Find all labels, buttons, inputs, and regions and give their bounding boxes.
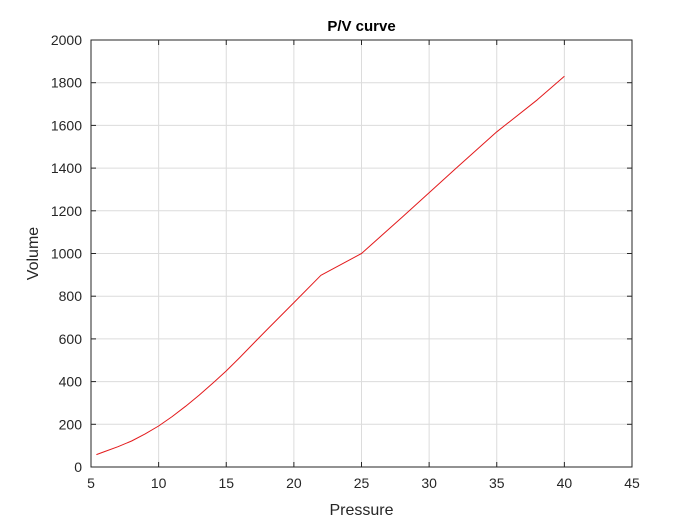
x-tick-label: 30: [421, 475, 437, 491]
x-tick-label: 5: [87, 475, 95, 491]
x-tick-label: 10: [151, 475, 167, 491]
series-group: [96, 75, 565, 456]
y-tick-label: 1000: [51, 246, 82, 262]
y-tick-labels: 0 200 400 600 800 1000 1200 1400 1600 1800 2000: [51, 32, 82, 475]
y-tick-label: 400: [59, 374, 83, 390]
x-tick-label: 45: [624, 475, 640, 491]
y-tick-label: 600: [59, 331, 83, 347]
y-tick-label: 1200: [51, 203, 82, 219]
series-line: [96, 75, 565, 456]
x-tick-label: 20: [286, 475, 302, 491]
x-tick-label: 15: [218, 475, 234, 491]
y-tick-label: 800: [59, 288, 83, 304]
chart-title: P/V curve: [327, 18, 395, 35]
y-tick-label: 1600: [51, 117, 82, 133]
y-axis-title: Volume: [25, 227, 42, 280]
tick-marks: [90, 39, 633, 468]
y-tick-label: 1800: [51, 75, 82, 91]
x-tick-label: 40: [557, 475, 573, 491]
x-axis-title: Pressure: [329, 502, 393, 519]
grid-lines: [90, 39, 633, 468]
y-tick-label: 200: [59, 416, 83, 432]
y-tick-label: 1400: [51, 160, 82, 176]
y-tick-label: 0: [74, 459, 82, 475]
x-tick-label: 35: [489, 475, 505, 491]
x-tick-labels: 5 10 15 20 25 30 35 40 45: [87, 475, 640, 491]
y-tick-label: 2000: [51, 32, 82, 48]
x-tick-label: 25: [354, 475, 370, 491]
